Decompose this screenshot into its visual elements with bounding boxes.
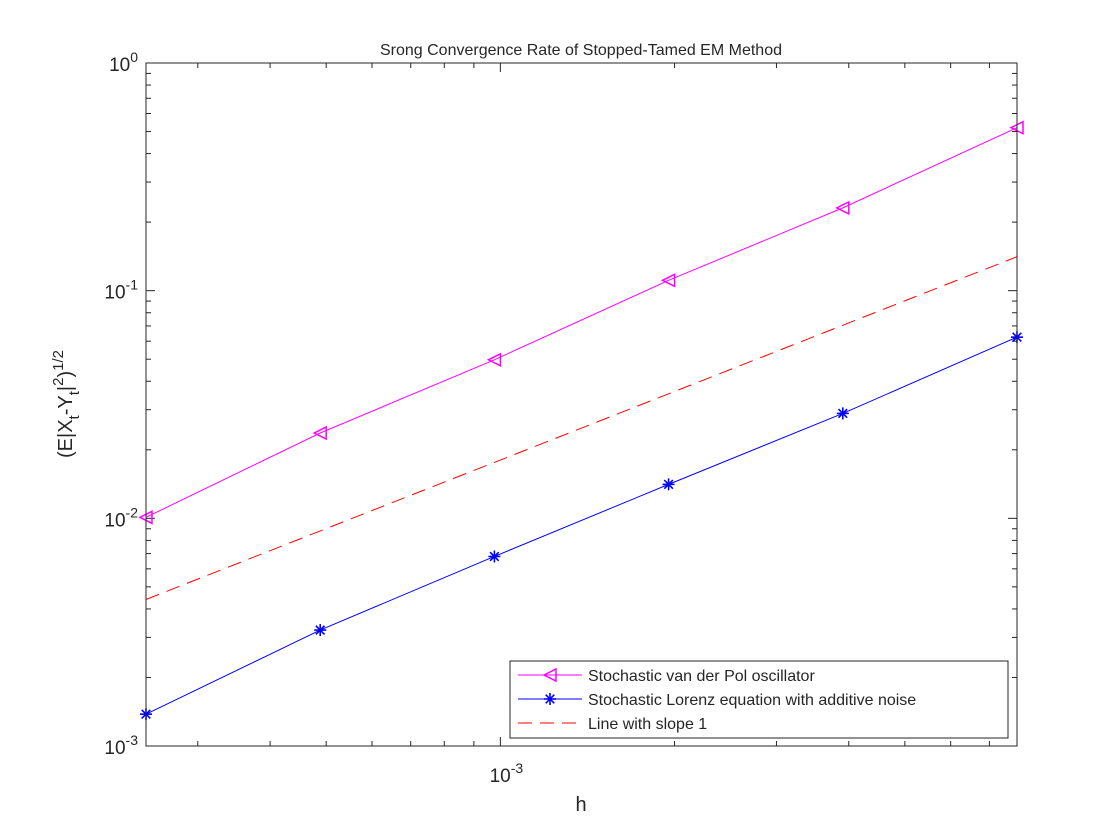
data-point-1 [836, 407, 849, 420]
data-point-0 [312, 425, 327, 441]
y-tick-label: 10-3 [104, 732, 138, 759]
y-axis-label: (E|Xt-Yt|2)1/2 [50, 350, 83, 458]
series-layer [138, 120, 1024, 721]
chart-title: Srong Convergence Rate of Stopped-Tamed … [380, 42, 782, 59]
y-tick-label: 10-1 [104, 277, 138, 304]
data-point-1 [314, 624, 327, 637]
data-point-0 [486, 352, 502, 368]
data-point-0 [835, 200, 850, 216]
tick-layer [146, 62, 1017, 747]
legend-entry: Stochastic van der Pol oscillator [588, 668, 815, 685]
tick-label-layer: 10-3 10-2 10-1 100 10-3 [104, 49, 523, 787]
legend-entry: Line with slope 1 [588, 716, 707, 733]
y-tick-label: 10-2 [104, 504, 138, 531]
y-tick-label: 100 [109, 49, 138, 76]
data-point-1 [662, 478, 675, 491]
legend: Stochastic van der Pol oscillator Stochas… [509, 660, 1009, 739]
legend-marker [542, 667, 557, 683]
x-axis-label: h [575, 794, 586, 816]
data-point-0 [660, 273, 676, 288]
legend-marker [544, 693, 556, 705]
plot-area [146, 63, 1017, 746]
series-line-2 [145, 256, 1018, 600]
series-line-0 [145, 127, 1018, 518]
legend-entry: Stochastic Lorenz equation with additive… [588, 692, 916, 709]
axes-box [145, 62, 1018, 747]
series-line-1 [145, 336, 1018, 715]
legend-box [509, 660, 1009, 739]
x-tick-label: 10-3 [490, 760, 524, 787]
data-point-1 [488, 550, 501, 563]
